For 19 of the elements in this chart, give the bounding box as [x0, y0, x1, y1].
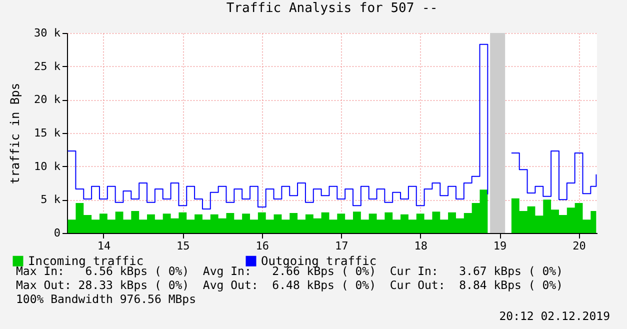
y-tick-label: 0 — [54, 226, 60, 240]
y-tick-label: 25 k — [34, 60, 61, 73]
x-tick-label: 19 — [493, 240, 507, 252]
y-tick-label: 15 k — [34, 126, 61, 140]
x-tick-label: 15 — [176, 240, 190, 252]
x-tick-label: 20 — [572, 240, 586, 252]
text: 20:12 02.12.2019 — [499, 309, 610, 323]
y-tick-label: 30 k — [34, 26, 61, 40]
chart-title: Traffic Analysis for 507 -- — [226, 1, 438, 16]
y-tick-label: 10 k — [34, 160, 61, 173]
text: 100% Bandwidth 976.56 MBps — [16, 292, 196, 306]
x-tick-label: 18 — [414, 240, 428, 252]
x-tick-label: 16 — [256, 240, 270, 252]
y-tick-label: 5 k — [40, 193, 61, 206]
x-tick-label: 17 — [334, 240, 348, 252]
x-tick-label: 14 — [97, 240, 111, 252]
y-axis-title: traffic in Bps — [8, 82, 22, 184]
y-tick-label: 20 k — [34, 93, 61, 106]
text: Max Out: 28.33 kBps ( 0%) Avg Out: 6.48 kBps ( 0%) Cur Out: 8.84 kBps ( 0%) — [16, 278, 563, 292]
